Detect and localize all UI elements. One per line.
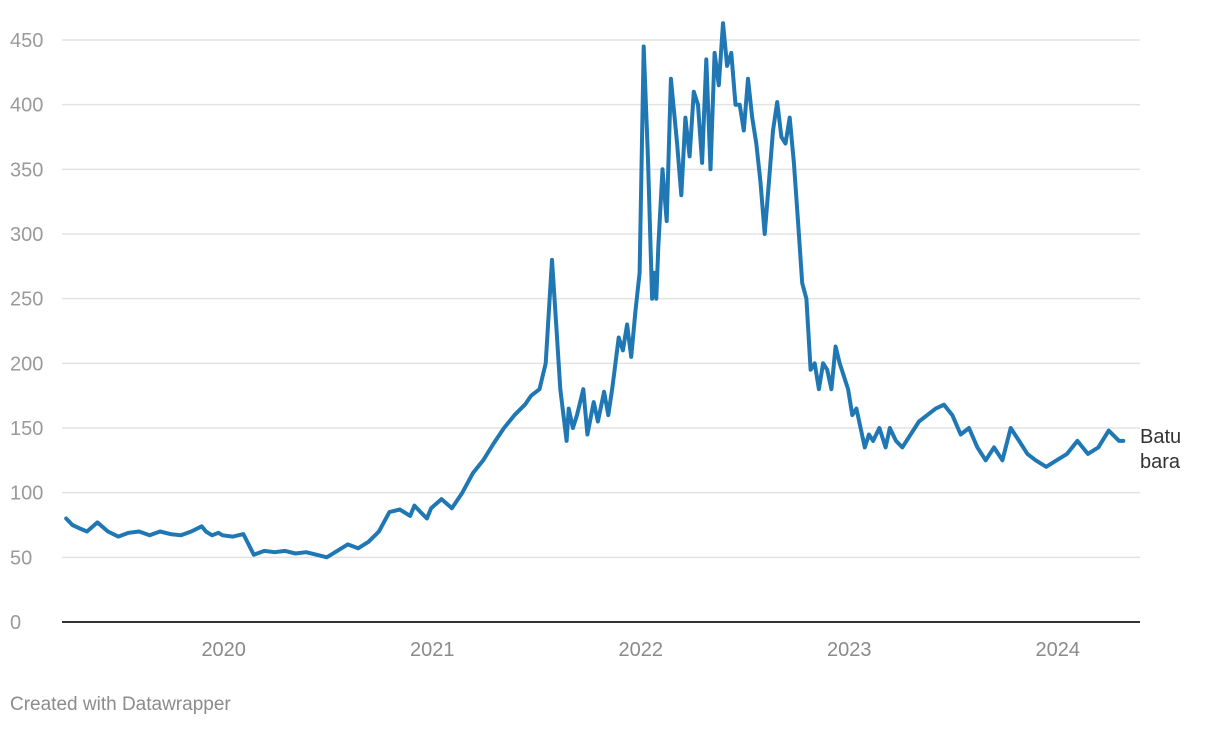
y-tick-label: 50	[10, 547, 32, 569]
x-tick-label: 2020	[201, 639, 246, 661]
x-tick-label: 2021	[410, 639, 455, 661]
y-tick-label: 250	[10, 289, 43, 311]
gridlines	[62, 39, 1140, 559]
x-tick-label: 2024	[1035, 639, 1080, 661]
y-tick-label: 400	[10, 95, 43, 117]
footer-credit: Created with Datawrapper	[10, 694, 231, 715]
y-tick-label: 0	[10, 612, 21, 634]
x-tick-label: 2023	[827, 639, 872, 661]
y-tick-label: 450	[10, 30, 43, 52]
y-axis-ticks: 0 50 100 150 200 250 300 350 400 450	[10, 30, 43, 634]
y-tick-label: 300	[10, 224, 43, 246]
series-label-line-2: bara	[1140, 451, 1181, 473]
series-line-batu-bara	[64, 21, 1126, 560]
x-axis-ticks: 2020 2021 2022 2023 2024	[201, 639, 1080, 661]
x-tick-label: 2022	[618, 639, 663, 661]
y-tick-label: 150	[10, 418, 43, 440]
line-chart: 0 50 100 150 200 250 300 350 400 450 2020 2021 2022…	[10, 21, 1187, 661]
series-label-line-1: Batu	[1140, 426, 1181, 448]
y-tick-label: 350	[10, 159, 43, 181]
y-tick-label: 100	[10, 483, 43, 505]
y-tick-label: 200	[10, 353, 43, 375]
series-label: Batu bara	[1140, 426, 1187, 473]
